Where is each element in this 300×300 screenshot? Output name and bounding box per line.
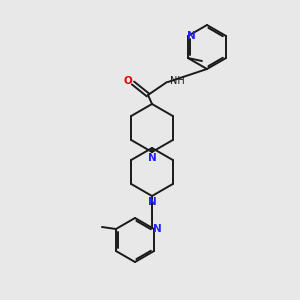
Text: N: N	[187, 31, 195, 41]
Text: O: O	[124, 76, 132, 86]
Text: N: N	[148, 153, 156, 163]
Text: N: N	[148, 197, 156, 207]
Text: N: N	[153, 224, 161, 234]
Text: NH: NH	[170, 76, 185, 86]
